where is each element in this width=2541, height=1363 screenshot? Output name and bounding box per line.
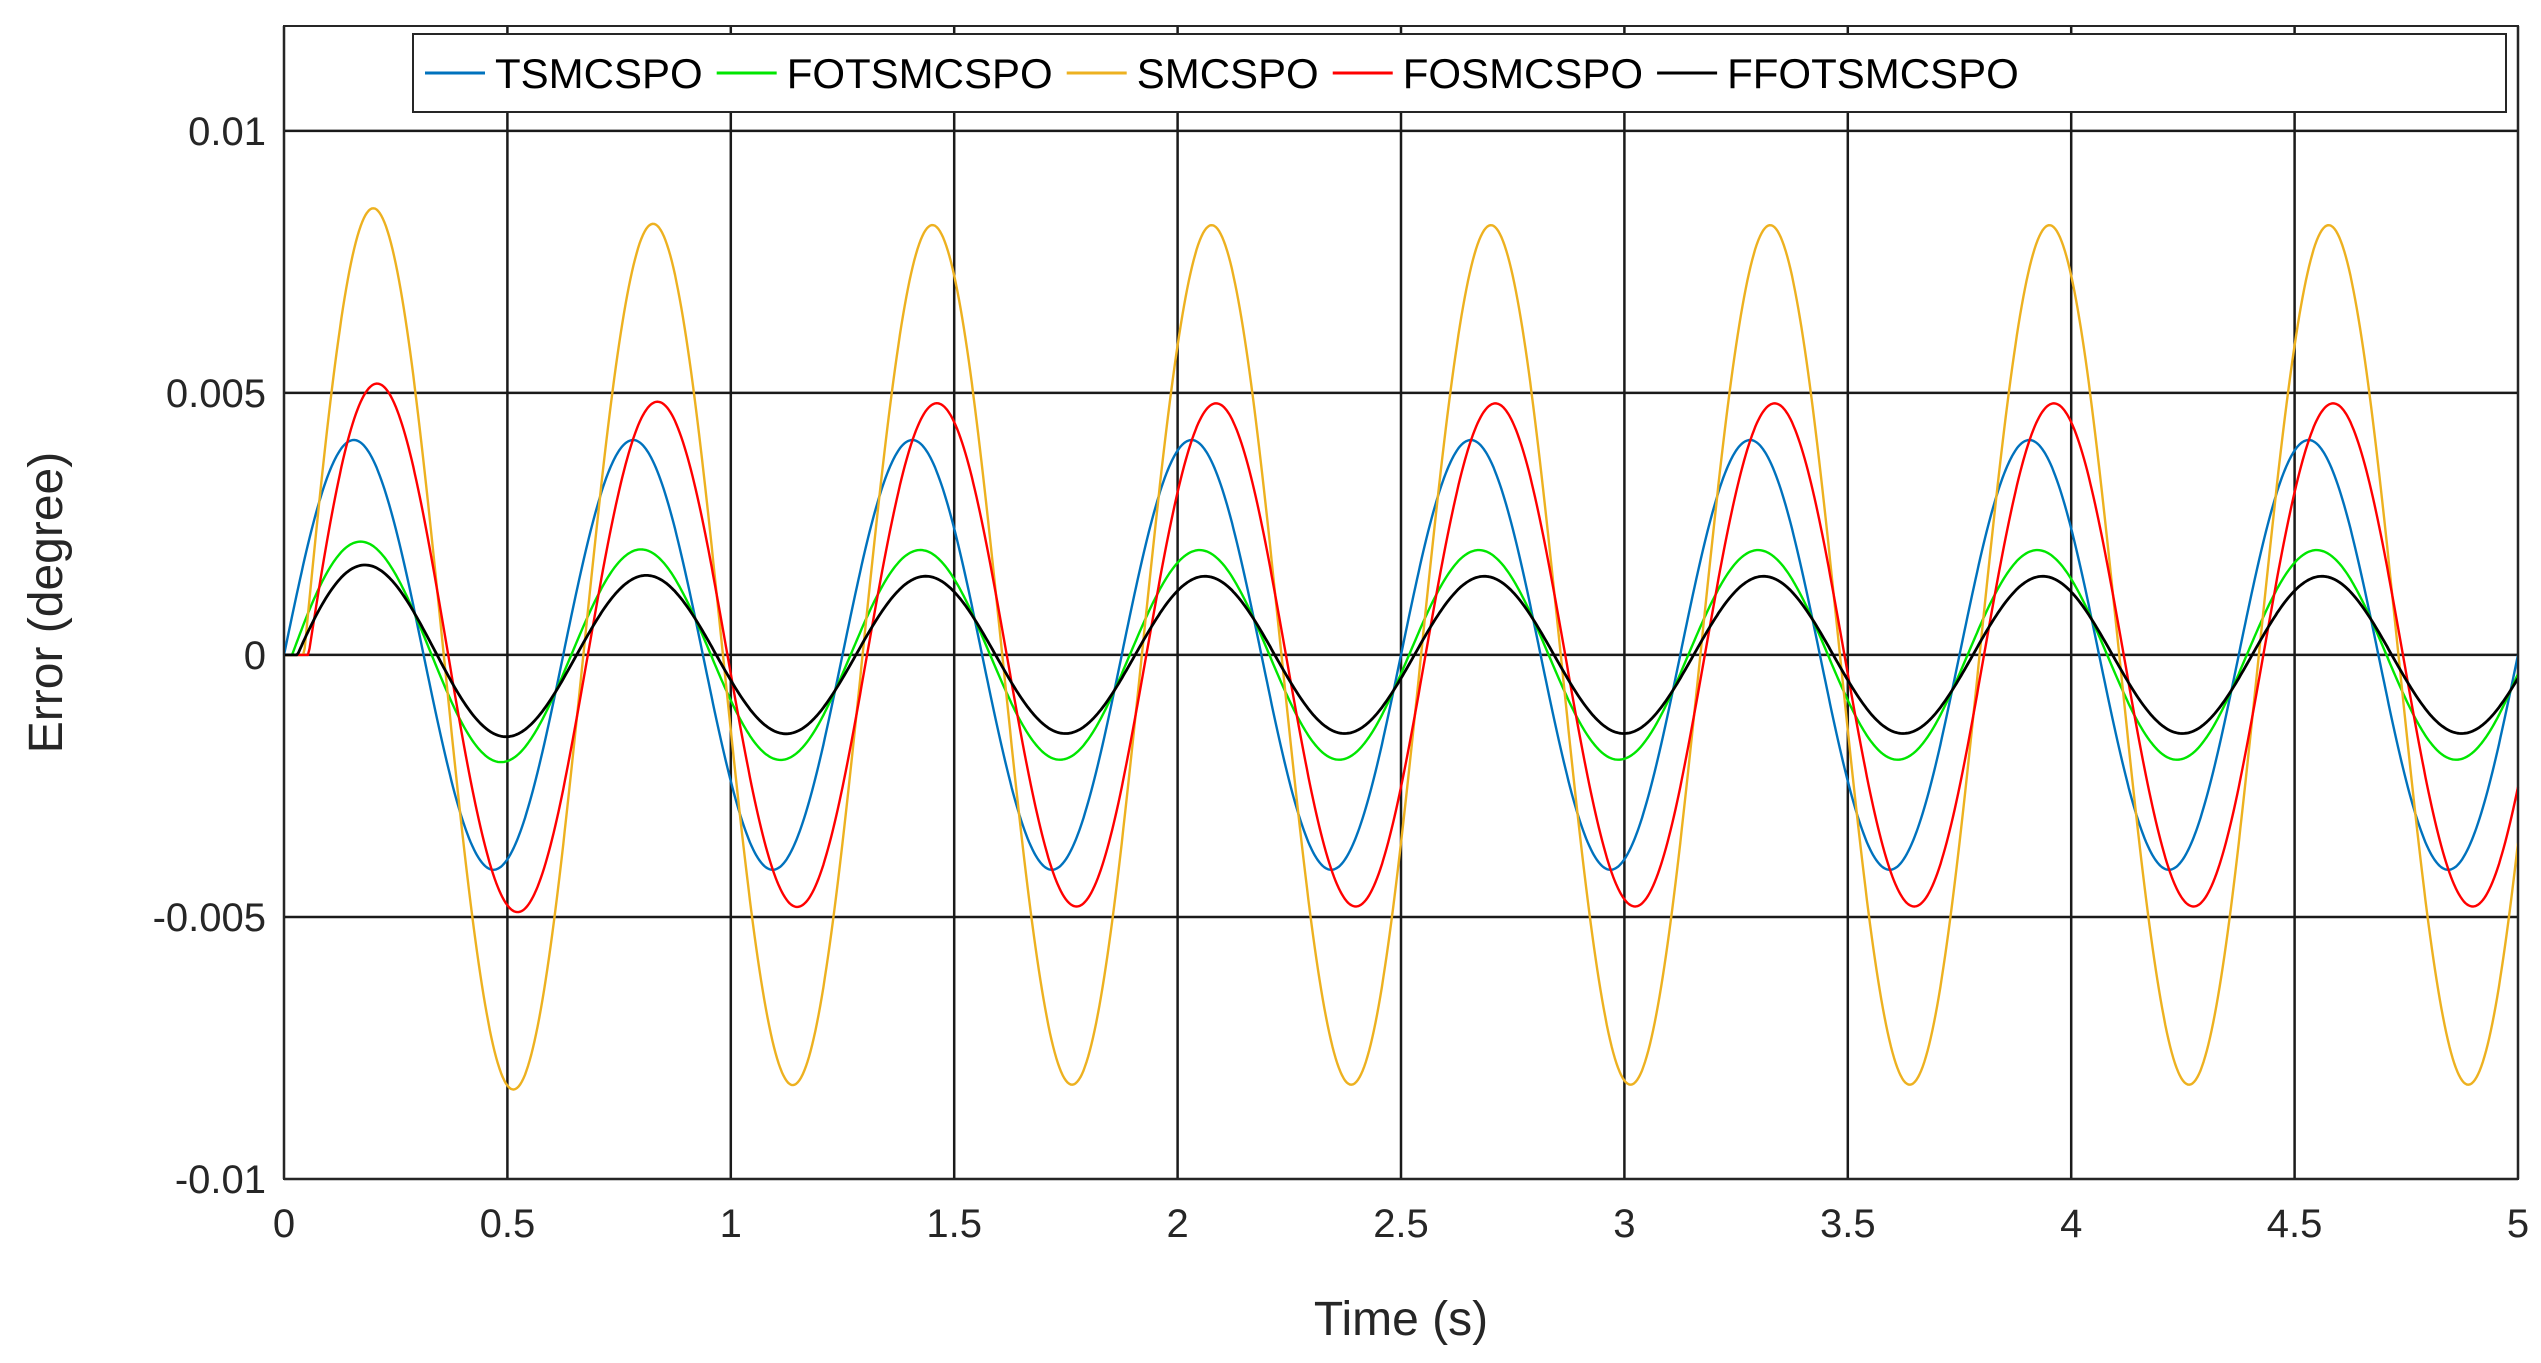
legend-label: FOTSMCSPO <box>787 50 1053 97</box>
series-line-fotsmcspo <box>284 540 2520 764</box>
x-tick-label: 0.5 <box>480 1202 536 1246</box>
series-lines <box>282 207 2520 1091</box>
x-tick-label: 4 <box>2060 1202 2082 1246</box>
legend-label: SMCSPO <box>1137 50 1319 97</box>
y-axis-title: Error (degree) <box>20 452 73 753</box>
x-tick-label: 2.5 <box>1373 1202 1429 1246</box>
legend-label: FFOTSMCSPO <box>1727 50 2019 97</box>
x-tick-label: 3 <box>1613 1202 1635 1246</box>
x-tick-label: 4.5 <box>2267 1202 2323 1246</box>
y-tick-label: 0 <box>244 634 266 678</box>
x-tick-label: 5 <box>2507 1202 2529 1246</box>
series-line-tsmcspo <box>282 438 2520 871</box>
x-tick-label: 1 <box>720 1202 742 1246</box>
legend-label: FOSMCSPO <box>1403 50 1643 97</box>
y-tick-label: 0.005 <box>166 372 266 416</box>
series-line-fosmcspo <box>284 382 2520 914</box>
y-tick-label: -0.005 <box>153 896 266 940</box>
x-tick-label: 2 <box>1166 1202 1188 1246</box>
y-tick-label: 0.01 <box>188 110 266 154</box>
tick-labels: 0 0.5 1 1.5 2 2.5 3 3.5 4 4.5 5 -0.01 -0.005 0 0.005 0.… <box>153 110 2530 1246</box>
x-axis-title: Time (s) <box>1314 1293 1488 1346</box>
legend-label: TSMCSPO <box>495 50 703 97</box>
x-tick-label: 1.5 <box>926 1202 982 1246</box>
series-line-smcspo <box>284 207 2520 1091</box>
y-tick-label: -0.01 <box>175 1158 266 1202</box>
x-tick-label: 0 <box>273 1202 295 1246</box>
series-line-ffotsmcspo <box>284 563 2520 739</box>
plot-frame <box>283 25 2519 1180</box>
legend: TSMCSPO FOTSMCSPO SMCSPO FOSMCSPO FFOTSMCSPO <box>412 33 2507 113</box>
x-tick-label: 3.5 <box>1820 1202 1876 1246</box>
